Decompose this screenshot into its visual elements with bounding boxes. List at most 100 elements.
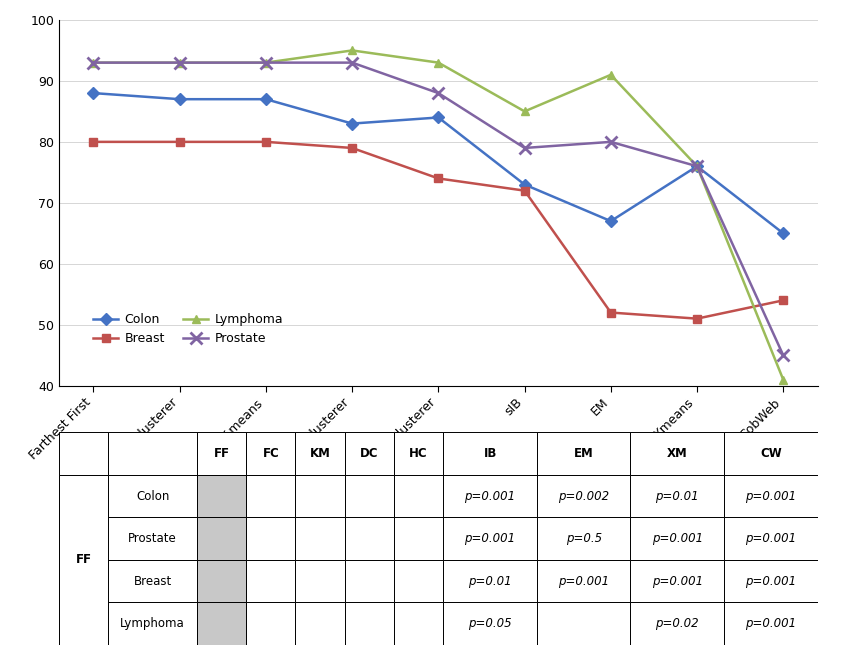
Text: p=0.02: p=0.02 xyxy=(656,617,699,630)
Text: p=0.001: p=0.001 xyxy=(652,575,703,588)
Text: p=0.01: p=0.01 xyxy=(656,489,699,503)
Bar xyxy=(296,560,345,602)
Lymphoma xyxy=(519,107,529,116)
Bar xyxy=(631,432,724,475)
Bar xyxy=(537,560,631,602)
Bar xyxy=(724,432,818,475)
Bar xyxy=(246,517,296,560)
Text: Lymphoma: Lymphoma xyxy=(121,617,185,630)
Bar xyxy=(246,475,296,517)
Lymphoma xyxy=(778,376,788,384)
Text: p=0.001: p=0.001 xyxy=(745,532,797,545)
Bar xyxy=(59,475,108,517)
Bar xyxy=(296,475,345,517)
Bar xyxy=(631,560,724,602)
Colon xyxy=(260,95,271,103)
Lymphoma xyxy=(692,162,702,170)
Bar xyxy=(59,475,108,645)
Line: Colon: Colon xyxy=(89,89,787,237)
Text: p=0.001: p=0.001 xyxy=(558,575,609,588)
Text: p=0.001: p=0.001 xyxy=(464,532,516,545)
Bar xyxy=(59,432,108,475)
Bar xyxy=(443,602,537,645)
Bar xyxy=(345,560,394,602)
Text: CW: CW xyxy=(760,447,781,460)
Bar xyxy=(296,517,345,560)
Line: Prostate: Prostate xyxy=(87,57,790,362)
Prostate xyxy=(519,144,529,152)
Bar xyxy=(345,432,394,475)
Prostate xyxy=(606,138,616,146)
Text: p=0.001: p=0.001 xyxy=(745,617,797,630)
Colon xyxy=(692,162,702,170)
Bar xyxy=(443,560,537,602)
Breast xyxy=(433,174,443,182)
Text: Colon: Colon xyxy=(136,489,169,503)
Text: p=0.05: p=0.05 xyxy=(468,617,512,630)
Bar xyxy=(108,475,197,517)
Text: XM: XM xyxy=(667,447,688,460)
Bar xyxy=(108,560,197,602)
Bar xyxy=(197,602,246,645)
Bar xyxy=(59,560,108,602)
Text: p=0.001: p=0.001 xyxy=(464,489,516,503)
Bar xyxy=(394,432,443,475)
Text: FF: FF xyxy=(213,447,229,460)
Bar xyxy=(296,432,345,475)
Text: KM: KM xyxy=(309,447,330,460)
Bar xyxy=(345,602,394,645)
Lymphoma xyxy=(347,47,357,55)
Breast xyxy=(89,138,99,146)
Breast xyxy=(606,309,616,317)
Text: p=0.01: p=0.01 xyxy=(468,575,512,588)
Text: DC: DC xyxy=(360,447,379,460)
Bar xyxy=(443,517,537,560)
Text: p=0.001: p=0.001 xyxy=(745,575,797,588)
Bar xyxy=(537,432,631,475)
Colon xyxy=(778,229,788,237)
Bar xyxy=(394,560,443,602)
Bar xyxy=(443,475,537,517)
Text: p=0.002: p=0.002 xyxy=(558,489,609,503)
Prostate xyxy=(778,351,788,359)
Bar xyxy=(537,602,631,645)
Bar xyxy=(345,517,394,560)
Lymphoma xyxy=(175,59,185,66)
Colon xyxy=(89,89,99,97)
Text: FC: FC xyxy=(262,447,279,460)
Bar xyxy=(631,517,724,560)
Bar xyxy=(246,432,296,475)
Colon xyxy=(606,217,616,225)
Lymphoma xyxy=(260,59,271,66)
Prostate xyxy=(347,59,357,66)
Prostate xyxy=(89,59,99,66)
Line: Lymphoma: Lymphoma xyxy=(89,47,787,384)
Bar xyxy=(537,475,631,517)
Bar xyxy=(394,517,443,560)
Breast xyxy=(778,297,788,305)
Bar xyxy=(296,602,345,645)
Bar xyxy=(246,560,296,602)
Text: Breast: Breast xyxy=(133,575,172,588)
Breast xyxy=(692,315,702,323)
Bar xyxy=(394,475,443,517)
Breast xyxy=(260,138,271,146)
Colon xyxy=(347,120,357,128)
Breast xyxy=(519,187,529,195)
Bar xyxy=(108,602,197,645)
Prostate xyxy=(260,59,271,66)
Bar xyxy=(108,517,197,560)
Bar xyxy=(197,517,246,560)
Bar xyxy=(246,602,296,645)
Prostate xyxy=(692,162,702,170)
Bar xyxy=(724,560,818,602)
Text: IB: IB xyxy=(483,447,497,460)
Line: Breast: Breast xyxy=(89,138,787,323)
Colon xyxy=(519,180,529,189)
Legend: Colon, Breast, Lymphoma, Prostate: Colon, Breast, Lymphoma, Prostate xyxy=(88,308,288,350)
Text: EM: EM xyxy=(574,447,593,460)
Prostate xyxy=(175,59,185,66)
Colon xyxy=(175,95,185,103)
Bar xyxy=(631,475,724,517)
Breast xyxy=(347,144,357,152)
